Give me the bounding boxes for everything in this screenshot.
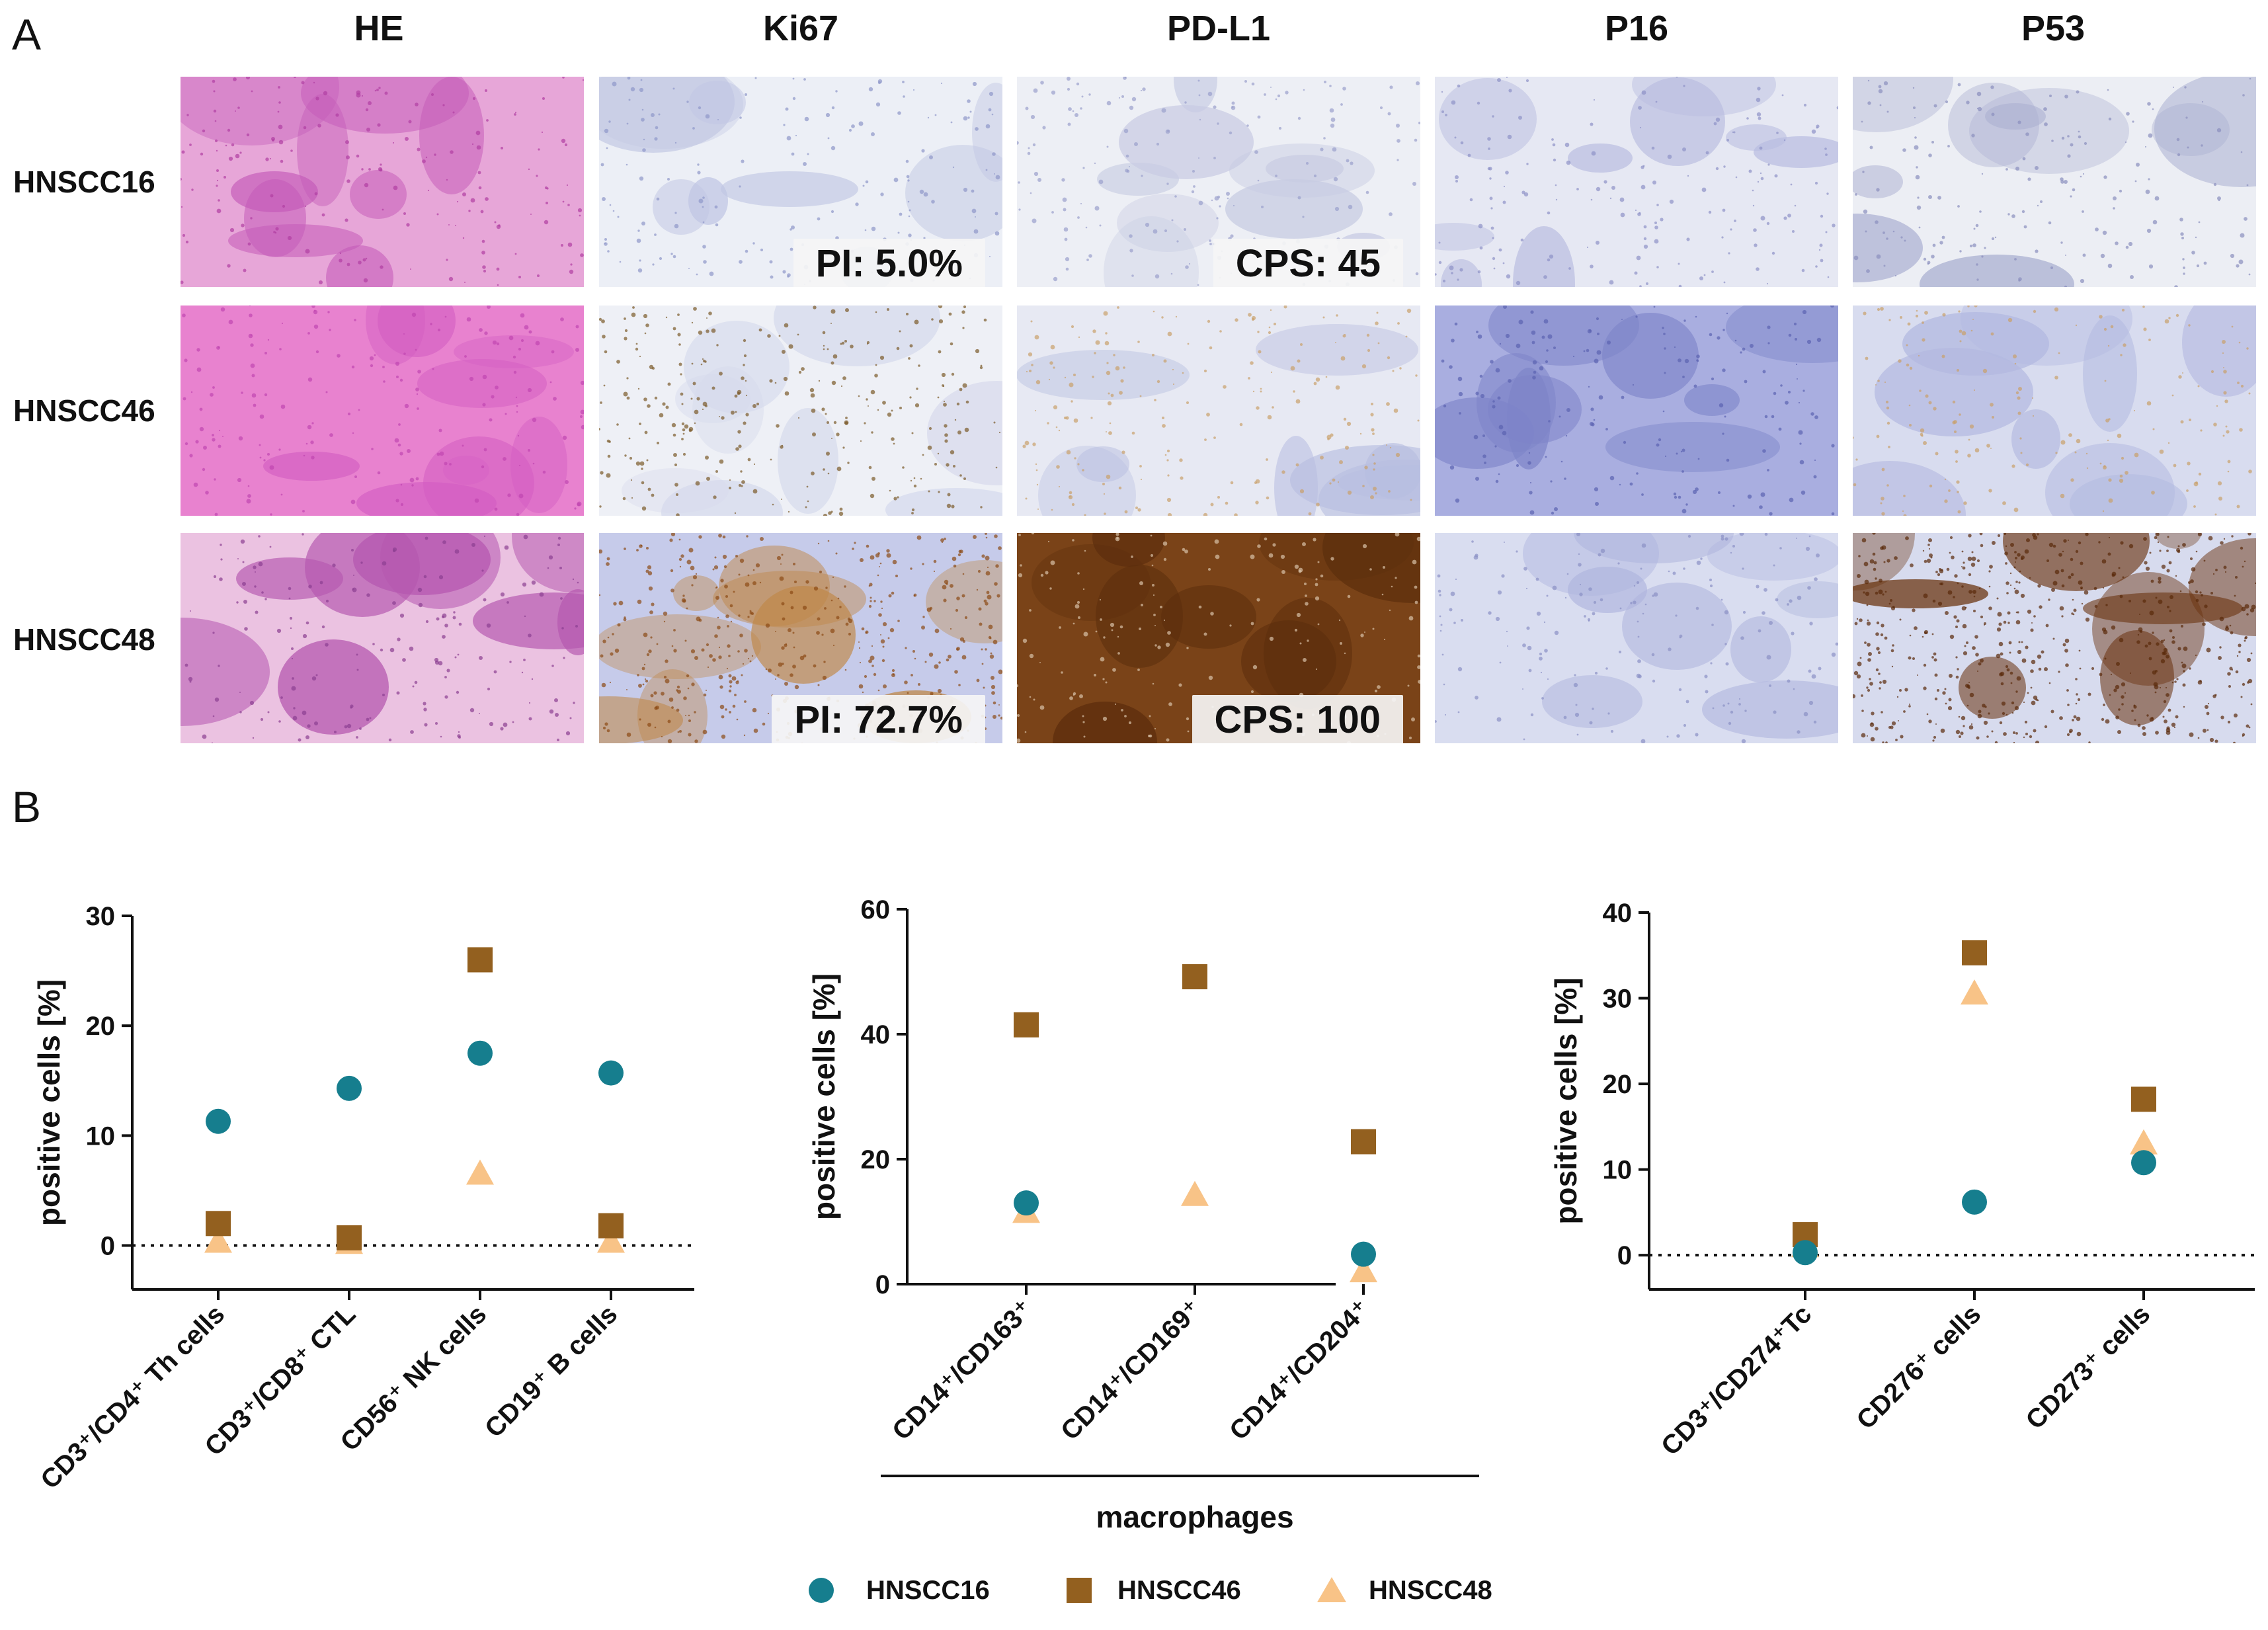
y-tick-label: 40 xyxy=(861,1020,891,1049)
point-hnscc46 xyxy=(1351,1129,1376,1155)
y-tick-label: 10 xyxy=(1603,1156,1633,1185)
legend-item-hnscc48: HNSCC48 xyxy=(1316,1564,1492,1617)
y-tick-label: 0 xyxy=(875,1270,890,1299)
y-axis-label: positive cells [%] xyxy=(1549,977,1583,1224)
y-tick-label: 10 xyxy=(86,1121,116,1151)
y-tick-label: 30 xyxy=(86,902,116,931)
point-hnscc46 xyxy=(337,1225,362,1250)
y-tick-label: 20 xyxy=(86,1012,116,1041)
legend-label-hnscc46: HNSCC46 xyxy=(1117,1575,1241,1605)
histology-image xyxy=(1435,77,1838,287)
circle-marker-icon xyxy=(809,1578,834,1603)
point-hnscc48 xyxy=(597,1227,625,1253)
x-tick-label: CD14⁺/CD163⁺ xyxy=(887,1294,1038,1446)
tile-score-label: PI: 5.0% xyxy=(793,239,985,287)
group-label: macrophages xyxy=(1096,1500,1293,1534)
histology-image xyxy=(599,306,1002,516)
y-tick-label: 40 xyxy=(1603,899,1633,928)
histology-image: PI: 72.7% xyxy=(599,533,1002,743)
tile-score-label: CPS: 100 xyxy=(1192,695,1403,743)
point-hnscc46 xyxy=(1182,964,1207,990)
histology-image xyxy=(1853,306,2256,516)
point-hnscc16 xyxy=(337,1075,362,1101)
row-header-hnscc16: HNSCC16 xyxy=(13,165,155,199)
point-hnscc16 xyxy=(467,1040,493,1066)
square-marker-icon xyxy=(1067,1578,1092,1603)
point-hnscc46 xyxy=(467,947,493,973)
y-tick-label: 20 xyxy=(861,1145,891,1174)
legend-label-hnscc16: HNSCC16 xyxy=(866,1575,990,1605)
y-tick-label: 60 xyxy=(861,895,891,924)
x-tick-label: CD3⁺/CD274⁺Tc xyxy=(1656,1299,1817,1461)
point-hnscc16 xyxy=(1351,1241,1376,1267)
tile-score-label: CPS: 45 xyxy=(1213,239,1403,287)
point-hnscc48 xyxy=(204,1227,232,1253)
y-tick-label: 20 xyxy=(1603,1070,1633,1099)
row-header-hnscc46: HNSCC46 xyxy=(13,393,155,428)
histology-image xyxy=(1435,533,1838,743)
point-hnscc48 xyxy=(2130,1129,2158,1155)
triangle-marker-icon xyxy=(1317,1577,1346,1602)
histology-image xyxy=(181,77,584,287)
x-tick-label: CD19⁺ B cells xyxy=(479,1299,623,1443)
column-header-he: HE xyxy=(354,9,404,48)
histology-image xyxy=(1853,77,2256,287)
panel-b-letter: B xyxy=(12,782,42,831)
y-axis-label: positive cells [%] xyxy=(807,973,841,1220)
x-tick-label: CD273⁺ cells xyxy=(2021,1299,2156,1435)
x-tick-label: CD56⁺ NK cells xyxy=(335,1299,493,1457)
histology-image xyxy=(1853,533,2256,743)
point-hnscc16 xyxy=(598,1060,624,1086)
column-header-p53: P53 xyxy=(2021,9,2086,48)
point-hnscc16 xyxy=(1793,1240,1818,1266)
point-hnscc16 xyxy=(2131,1150,2156,1176)
histology-image: PI: 5.0% xyxy=(599,77,1002,287)
point-hnscc46 xyxy=(1014,1012,1039,1038)
column-header-pdl1: PD-L1 xyxy=(1166,9,1270,48)
histology-image: CPS: 45 xyxy=(1017,77,1420,287)
point-hnscc16 xyxy=(206,1108,231,1134)
y-tick-label: 30 xyxy=(1603,985,1633,1014)
point-hnscc46 xyxy=(206,1211,231,1237)
x-tick-label: CD14⁺/CD169⁺ xyxy=(1055,1294,1207,1446)
histology-image xyxy=(1017,306,1420,516)
x-tick-label: CD3⁺/CD4⁺ Th cells xyxy=(35,1299,230,1494)
histology-image: CPS: 100 xyxy=(1017,533,1420,743)
y-tick-label: 0 xyxy=(101,1232,115,1261)
scatter-charts: 0 10 20 30 positive cells [%] CD3⁺/CD4⁺ Th ce… xyxy=(32,895,2255,1534)
legend-item-hnscc46: HNSCC46 xyxy=(1065,1564,1241,1617)
legend-item-hnscc16: HNSCC16 xyxy=(807,1564,990,1617)
y-tick-label: 0 xyxy=(1617,1241,1632,1270)
point-hnscc46 xyxy=(2131,1086,2156,1112)
histology-image xyxy=(181,306,584,516)
point-hnscc48 xyxy=(1350,1257,1377,1283)
panel-a: A HE Ki67 PD-L1 P16 P53 HNSCC16 HNSCC46 … xyxy=(0,0,2268,754)
point-hnscc16 xyxy=(1962,1189,1987,1215)
legend-label-hnscc48: HNSCC48 xyxy=(1369,1575,1492,1605)
panel-a-letter: A xyxy=(12,10,42,59)
histology-image xyxy=(181,533,584,743)
point-hnscc48 xyxy=(1181,1180,1209,1206)
column-header-p16: P16 xyxy=(1604,9,1669,48)
x-tick-label: CD14⁺/CD204⁺ xyxy=(1224,1294,1375,1446)
y-axis-label: positive cells [%] xyxy=(32,979,66,1226)
column-header-ki67: Ki67 xyxy=(762,9,839,48)
row-header-hnscc48: HNSCC48 xyxy=(13,622,155,657)
histology-image xyxy=(1435,306,1838,516)
point-hnscc46 xyxy=(1962,940,1987,965)
panel-b: B 0 10 20 30 positive cells [%] CD3⁺/CD4⁺ Th … xyxy=(0,780,2268,1630)
point-hnscc16 xyxy=(1014,1190,1039,1216)
point-hnscc48 xyxy=(466,1159,494,1185)
x-tick-label: CD276⁺ cells xyxy=(1851,1299,1987,1435)
point-hnscc46 xyxy=(598,1213,624,1239)
tile-score-label: PI: 72.7% xyxy=(772,695,985,743)
point-hnscc48 xyxy=(1961,979,1988,1005)
